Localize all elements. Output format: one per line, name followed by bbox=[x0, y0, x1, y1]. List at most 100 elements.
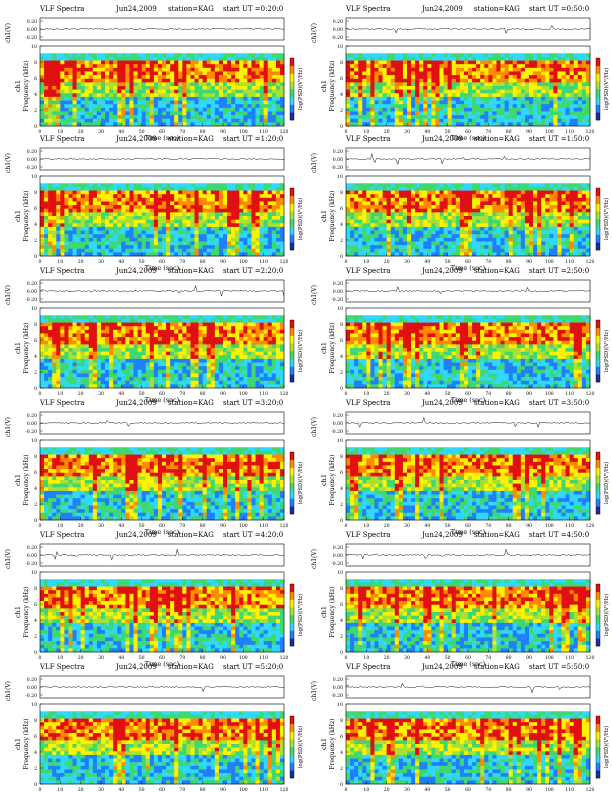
heatmap-cell bbox=[239, 118, 244, 123]
heatmap-cell bbox=[484, 104, 489, 109]
heatmap-cell bbox=[411, 216, 416, 220]
heatmap-cell bbox=[92, 86, 98, 90]
heatmap-cell bbox=[101, 86, 106, 90]
heatmap-cell bbox=[231, 111, 236, 116]
heatmap-cell bbox=[113, 118, 118, 123]
heatmap-cell bbox=[214, 201, 220, 206]
heatmap-cell bbox=[370, 194, 375, 199]
heatmap-cell bbox=[105, 122, 110, 127]
heatmap-cell bbox=[569, 93, 575, 98]
heatmap-cell bbox=[190, 107, 195, 112]
heatmap-cell bbox=[545, 78, 550, 83]
heatmap-cell bbox=[386, 122, 392, 127]
heatmap-cell bbox=[370, 201, 375, 206]
heatmap-cell bbox=[149, 208, 155, 213]
heatmap-cell bbox=[166, 60, 171, 65]
heatmap-cell bbox=[419, 237, 424, 242]
heatmap-cell bbox=[541, 252, 546, 257]
heatmap-cell bbox=[402, 89, 408, 94]
heatmap-cell bbox=[231, 201, 236, 206]
heatmap-cell bbox=[411, 237, 416, 242]
heatmap-cell bbox=[435, 205, 440, 210]
heatmap-cell bbox=[370, 100, 375, 105]
heatmap-cell bbox=[370, 104, 375, 109]
heatmap-cell bbox=[202, 219, 208, 224]
heatmap-cell bbox=[402, 107, 408, 112]
heatmap-cell bbox=[504, 183, 509, 188]
heatmap-cell bbox=[468, 60, 473, 65]
heatmap-cell bbox=[60, 219, 65, 224]
heatmap-cell bbox=[577, 212, 583, 217]
heatmap-cell bbox=[354, 212, 359, 217]
heatmap-cell bbox=[492, 107, 497, 112]
heatmap-cell bbox=[504, 96, 509, 101]
heatmap-cell bbox=[516, 241, 522, 246]
heatmap-cell bbox=[56, 252, 61, 257]
heatmap-cell bbox=[520, 67, 526, 72]
heatmap-cell bbox=[186, 100, 191, 105]
heatmap-cell bbox=[508, 190, 514, 195]
heatmap-cell bbox=[533, 96, 538, 101]
heatmap-cell bbox=[500, 245, 505, 250]
heatmap-cell bbox=[40, 118, 45, 123]
heatmap-cell bbox=[227, 226, 232, 231]
heatmap-cell bbox=[350, 201, 355, 206]
heatmap-cell bbox=[439, 212, 444, 217]
heatmap-cell bbox=[358, 115, 363, 120]
heatmap-cell bbox=[561, 226, 566, 231]
y-tick-label: 0 bbox=[34, 254, 37, 260]
heatmap-cell bbox=[68, 223, 73, 228]
heatmap-cell bbox=[92, 89, 98, 94]
heatmap-cell bbox=[500, 96, 505, 101]
heatmap-cell bbox=[557, 122, 562, 127]
heatmap-cell bbox=[520, 96, 526, 101]
heatmap-cell bbox=[56, 208, 61, 213]
heatmap-cell bbox=[88, 64, 94, 69]
heatmap-cell bbox=[125, 53, 130, 58]
heatmap-cell bbox=[157, 71, 163, 76]
heatmap-cell bbox=[271, 205, 277, 210]
heatmap-cell bbox=[447, 201, 453, 206]
heatmap-cell bbox=[72, 194, 77, 199]
heatmap-cell bbox=[346, 183, 351, 188]
heatmap-cell bbox=[524, 223, 530, 228]
heatmap-cell bbox=[157, 111, 163, 116]
heatmap-cell bbox=[581, 190, 587, 195]
heatmap-cell bbox=[243, 89, 248, 94]
heatmap-cell bbox=[382, 86, 387, 90]
heatmap-cell bbox=[170, 104, 175, 109]
heatmap-cell bbox=[279, 67, 285, 72]
heatmap-cell bbox=[378, 53, 383, 58]
heatmap-cell bbox=[101, 64, 106, 69]
heatmap-cell bbox=[504, 252, 509, 257]
heatmap-cell bbox=[227, 201, 232, 206]
heatmap-cell bbox=[508, 122, 514, 127]
heatmap-cell bbox=[480, 93, 485, 98]
heatmap-cell bbox=[386, 100, 392, 105]
heatmap-cell bbox=[137, 223, 142, 228]
heatmap-cell bbox=[166, 226, 171, 231]
heatmap-cell bbox=[463, 53, 469, 58]
heatmap-cell bbox=[378, 122, 383, 127]
heatmap-cell bbox=[537, 71, 542, 76]
heatmap-cell bbox=[435, 86, 440, 90]
heatmap-cell bbox=[267, 122, 273, 127]
heatmap-cell bbox=[271, 93, 277, 98]
heatmap-cell bbox=[402, 118, 408, 123]
heatmap-cell bbox=[516, 89, 522, 94]
heatmap-cell bbox=[431, 122, 436, 127]
heatmap-cell bbox=[423, 56, 428, 61]
heatmap-cell bbox=[80, 56, 86, 61]
heatmap-cell bbox=[88, 201, 94, 206]
heatmap-cell bbox=[52, 64, 57, 69]
heatmap-cell bbox=[500, 230, 505, 235]
heatmap-cell bbox=[492, 86, 497, 90]
heatmap-cell bbox=[415, 104, 420, 109]
heatmap-cell bbox=[496, 205, 501, 210]
heatmap-cell bbox=[101, 252, 106, 257]
heatmap-cell bbox=[496, 122, 501, 127]
heatmap-cell bbox=[125, 104, 130, 109]
heatmap-cell bbox=[573, 205, 579, 210]
heatmap-cell bbox=[382, 219, 387, 224]
heatmap-cell bbox=[439, 186, 444, 191]
